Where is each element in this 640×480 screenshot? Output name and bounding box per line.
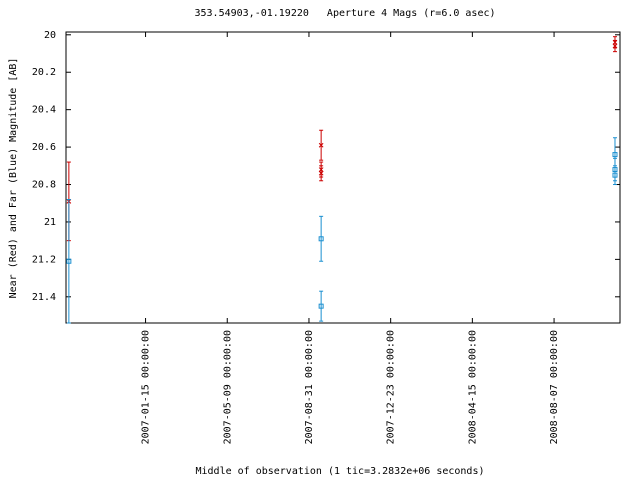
y-tick-label: 21.2 <box>32 254 56 265</box>
point <box>66 258 72 264</box>
error-bar <box>612 165 617 186</box>
y-axis-label: Near (Red) and Far (Blue) Magnitude [AB] <box>8 58 19 299</box>
x-tick-label: 2007-01-15 00:00:00 <box>141 330 152 444</box>
error-bar <box>66 198 71 324</box>
y-tick-label: 21.4 <box>32 292 56 303</box>
point <box>612 43 618 49</box>
x-tick-label: 2008-08-07 00:00:00 <box>549 330 560 444</box>
y-tick-label: 20.8 <box>32 180 56 191</box>
x-tick-label: 2007-12-23 00:00:00 <box>386 330 397 444</box>
x-tick-label: 2007-05-09 00:00:00 <box>222 330 233 444</box>
error-bar <box>319 215 324 262</box>
x-axis-label: Middle of observation (1 tic=3.2832e+06 … <box>196 466 485 477</box>
y-tick-label: 21 <box>44 217 56 228</box>
point <box>318 236 324 242</box>
x-tick-label: 2007-08-31 00:00:00 <box>304 330 315 444</box>
x-tick-label: 2008-04-15 00:00:00 <box>467 330 478 444</box>
chart-title: 353.54903,-01.19220 Aperture 4 Mags (r=6… <box>194 8 495 19</box>
point <box>318 142 324 148</box>
y-tick-label: 20.6 <box>32 142 56 153</box>
point <box>318 170 324 176</box>
y-tick-label: 20.4 <box>32 105 56 116</box>
point <box>612 172 618 178</box>
point <box>318 303 324 309</box>
error-bar <box>319 290 324 322</box>
point <box>612 152 618 158</box>
plot-frame <box>65 31 621 324</box>
y-tick-label: 20.2 <box>32 67 56 78</box>
y-tick-label: 20 <box>44 30 56 41</box>
